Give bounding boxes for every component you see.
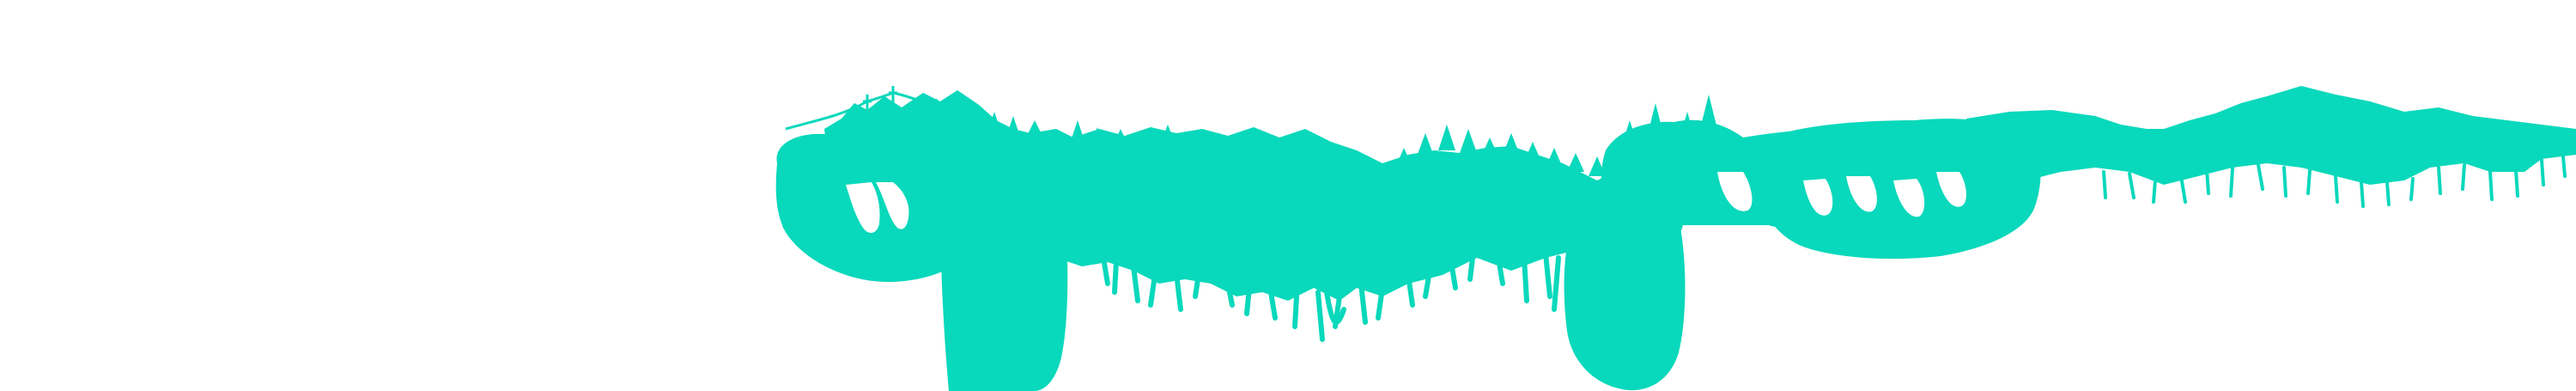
bristle-streaks: [1101, 251, 1561, 342]
center-tall-drip: [1564, 205, 1686, 391]
utility-poles: [785, 86, 938, 131]
right-blob-cutout-2: [1846, 176, 1877, 212]
right-blob-cutout-3: [1893, 179, 1925, 217]
forest-band: [824, 90, 1614, 301]
right-blob-cutout-1: [1803, 179, 1833, 216]
left-blob-cutout: [846, 182, 880, 234]
horizontal-brush-band: [1966, 86, 2576, 185]
scribble-lines: [1294, 247, 1415, 325]
brush-fringe: [2102, 155, 2567, 208]
center-blob-cutout: [1717, 172, 1753, 211]
left-blob-cutout-2: [876, 182, 909, 229]
right-blob-cutout-4: [1936, 172, 1966, 207]
